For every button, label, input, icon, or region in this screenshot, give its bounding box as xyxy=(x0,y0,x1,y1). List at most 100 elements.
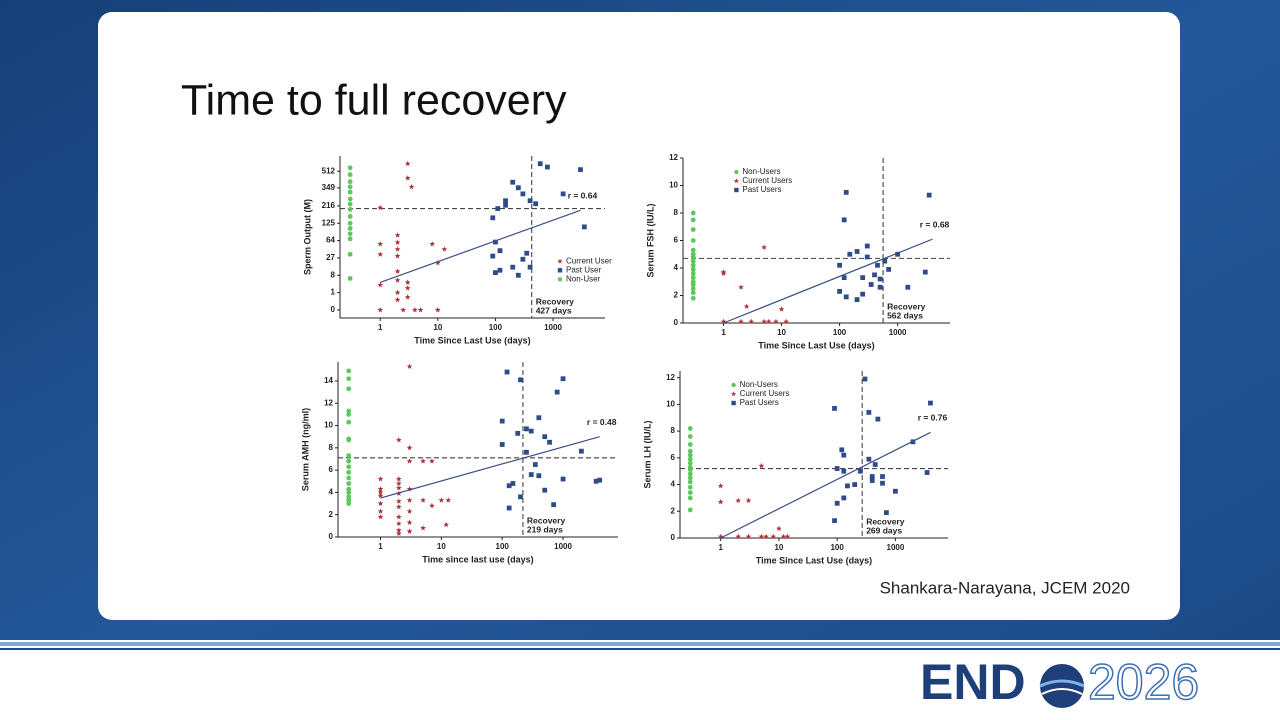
legend-label: Past Users xyxy=(740,398,779,407)
star-point xyxy=(377,204,384,211)
square-point xyxy=(504,369,510,375)
legend-swatch xyxy=(734,169,739,175)
x-tick-label: 100 xyxy=(833,328,847,337)
legend-label: Past Users xyxy=(742,185,781,194)
circle-point xyxy=(690,247,696,253)
star-point xyxy=(406,497,413,503)
logo-text: 2026 xyxy=(1088,654,1199,710)
star-point xyxy=(404,294,411,300)
square-point xyxy=(497,248,503,254)
square-point xyxy=(860,291,866,297)
square-point xyxy=(857,468,863,474)
legend-swatch xyxy=(557,277,563,282)
square-point xyxy=(875,262,880,268)
square-point xyxy=(854,297,860,303)
circle-point xyxy=(690,290,696,296)
star-point xyxy=(394,268,401,274)
circle-point xyxy=(687,452,693,458)
square-point xyxy=(490,253,496,259)
square-point xyxy=(841,468,847,474)
square-point xyxy=(493,239,498,245)
slide-title: Time to full recovery xyxy=(181,76,567,124)
recovery-label: Recovery xyxy=(887,301,926,311)
star-point xyxy=(408,183,415,190)
square-point xyxy=(554,389,560,395)
star-point xyxy=(395,437,402,443)
star-point xyxy=(395,480,402,486)
square-point xyxy=(533,201,539,207)
square-point xyxy=(520,191,526,197)
square-point xyxy=(922,269,928,275)
star-point xyxy=(763,533,769,540)
circle-point xyxy=(690,210,696,216)
star-point xyxy=(717,498,724,505)
square-point xyxy=(506,483,512,489)
circle-point xyxy=(687,484,693,490)
star-point xyxy=(738,318,744,325)
square-point xyxy=(490,215,496,221)
square-point xyxy=(839,447,845,453)
star-point xyxy=(406,458,413,464)
square-point xyxy=(499,442,505,447)
circle-point xyxy=(690,251,696,257)
legend-swatch xyxy=(557,268,563,273)
square-point xyxy=(524,426,529,432)
chart: 0 2 4 6 8 10 12 14 1 10 100 1000 Time since last use… xyxy=(300,362,618,564)
circle-point xyxy=(347,201,353,207)
square-point xyxy=(872,462,878,467)
square-point xyxy=(847,251,853,257)
star-point xyxy=(429,241,436,247)
star-point xyxy=(377,492,384,499)
star-point xyxy=(394,289,401,296)
square-point xyxy=(597,477,603,483)
circle-point xyxy=(347,179,353,185)
circle-point xyxy=(347,236,353,242)
square-point xyxy=(536,473,542,479)
r-label: r = 0.68 xyxy=(920,219,950,229)
recovery-label: 562 days xyxy=(887,310,923,320)
star-point xyxy=(395,498,402,504)
logo-globe xyxy=(1041,688,1083,695)
x-tick-label: 1 xyxy=(378,542,383,551)
x-tick-label: 1000 xyxy=(889,328,907,337)
star-point xyxy=(445,497,452,503)
square-point xyxy=(837,262,842,268)
legend-label: Past User xyxy=(566,265,601,274)
square-point xyxy=(834,466,840,471)
circle-point xyxy=(347,226,353,231)
circle-point xyxy=(346,494,352,500)
square-point xyxy=(845,483,850,489)
star-point xyxy=(776,525,782,532)
square-point xyxy=(928,400,933,406)
star-point xyxy=(778,306,785,312)
star-point xyxy=(377,306,384,313)
star-point xyxy=(761,318,767,325)
square-point xyxy=(864,254,870,260)
square-point xyxy=(527,264,533,270)
legend-swatch xyxy=(733,178,740,184)
star-point xyxy=(783,318,790,325)
star-point xyxy=(394,277,401,283)
x-axis-label: Time Since Last Use (days) xyxy=(756,555,872,565)
square-point xyxy=(866,456,872,462)
square-point xyxy=(542,487,548,493)
y-tick-label: 0 xyxy=(329,532,334,541)
square-point xyxy=(880,474,885,479)
y-tick-label: 10 xyxy=(666,400,675,409)
star-point xyxy=(404,175,411,181)
circle-point xyxy=(347,220,353,226)
square-point xyxy=(834,500,840,506)
y-tick-label: 216 xyxy=(322,201,336,210)
chart: 0 2 4 6 8 10 12 1 10 100 1000 Time Since Last Use (… xyxy=(642,371,948,565)
legend-label: Non-Users xyxy=(742,167,780,176)
star-point xyxy=(395,527,402,533)
square-point xyxy=(510,481,516,486)
circle-point xyxy=(687,495,693,501)
circle-point xyxy=(690,227,696,232)
circle-point xyxy=(346,469,352,475)
circle-point xyxy=(687,442,693,447)
y-tick-label: 14 xyxy=(324,376,333,385)
fit-line xyxy=(380,436,600,499)
circle-point xyxy=(690,295,696,301)
